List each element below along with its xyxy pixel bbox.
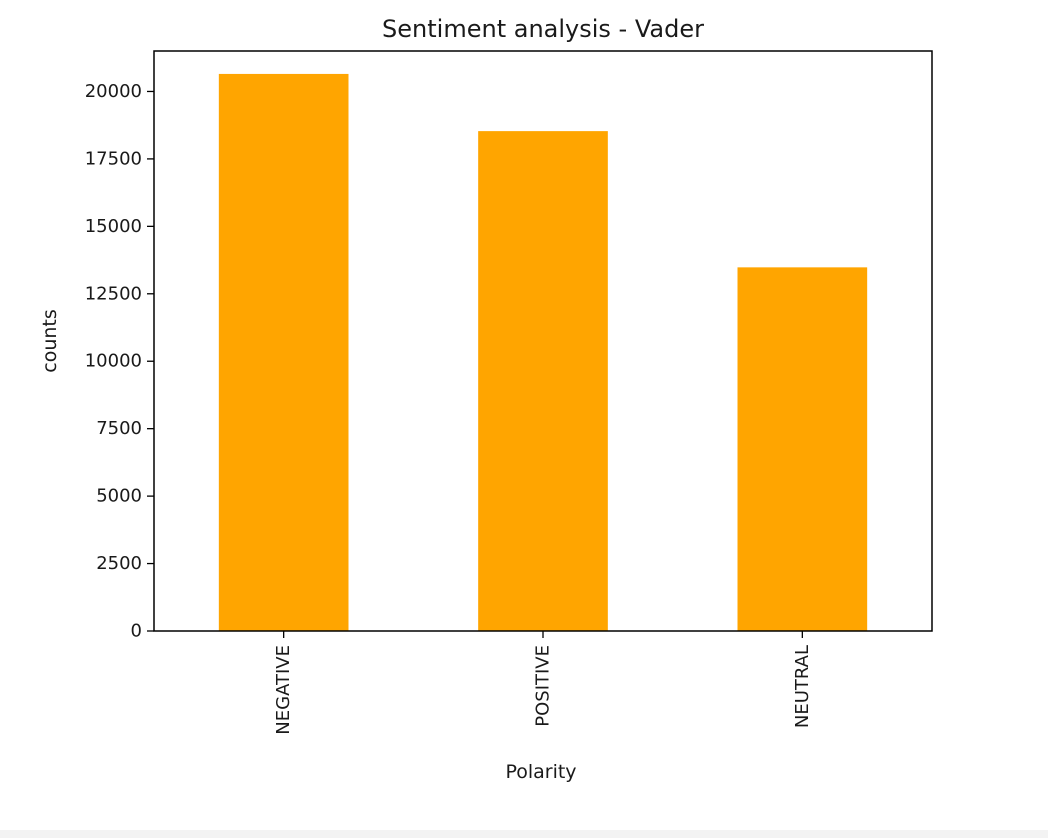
plot-frame <box>153 50 933 632</box>
bar-negative <box>218 73 349 631</box>
y-tick-label: 2500 <box>96 553 142 574</box>
bar-neutral <box>737 267 868 631</box>
y-axis-label: counts <box>39 309 61 373</box>
bars-group <box>218 73 868 632</box>
y-tick-label: 10000 <box>85 351 142 372</box>
y-axis-ticks: 0 2500 5000 7500 10000 12500 15000 17500 20000 <box>85 81 154 642</box>
chart-title: Sentiment analysis - Vader <box>382 15 704 43</box>
y-tick-label: 17500 <box>85 148 142 169</box>
bar-positive <box>478 131 608 632</box>
y-tick-label: 7500 <box>96 418 142 439</box>
x-axis-label: Polarity <box>505 761 576 783</box>
y-tick-label: 5000 <box>96 486 142 507</box>
y-tick-label: 15000 <box>85 216 142 237</box>
y-tick-label: 0 <box>131 621 142 642</box>
x-tick-label: POSITIVE <box>533 645 554 727</box>
y-tick-label: 20000 <box>85 81 142 102</box>
bottom-strip <box>0 830 1048 838</box>
x-tick-label: NEGATIVE <box>273 645 294 735</box>
x-tick-label: NEUTRAL <box>792 645 813 728</box>
x-axis-ticks: NEGATIVE POSITIVE NEUTRAL <box>273 631 813 735</box>
y-tick-label: 12500 <box>85 283 142 304</box>
